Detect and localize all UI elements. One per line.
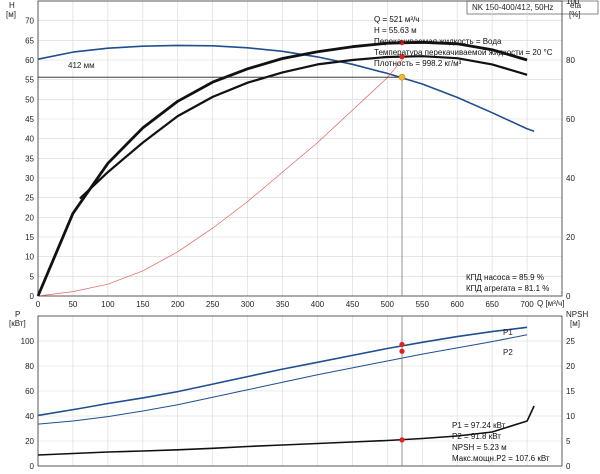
y-right-tick-label: 20 <box>566 233 575 242</box>
y-left-tick-label: 60 <box>25 387 34 396</box>
x-tick-label: 350 <box>276 300 290 309</box>
series-layer <box>36 40 535 456</box>
x-tick-label: 50 <box>68 300 77 309</box>
y-left-tick-label: 10 <box>25 253 34 262</box>
y-left-tick-label: 70 <box>25 17 34 26</box>
y-right-unit-top: [%] <box>569 10 581 19</box>
y-left-unit-top: [м] <box>6 10 16 19</box>
y-right-tick-label: 0 <box>566 292 571 301</box>
pump-efficiency-label: КПД насоса = 85.9 % <box>466 273 544 282</box>
y-left-tick-label: 65 <box>25 36 34 45</box>
marker-layer <box>38 39 406 466</box>
x-tick-label: 650 <box>485 300 499 309</box>
npsh-curve <box>37 405 535 456</box>
x-tick-label: 550 <box>416 300 430 309</box>
y-left-tick-label: 40 <box>25 135 34 144</box>
x-tick-label: 250 <box>206 300 220 309</box>
info-line-density: Плотность = 998.2 кг/м³ <box>374 59 462 68</box>
y-left-tick-label: 80 <box>25 362 34 371</box>
series-label-p2: P2 <box>503 348 513 357</box>
x-axis-label: Q [м³/ч] <box>537 299 564 308</box>
system-curve <box>37 59 403 297</box>
y-right-tick-label: 40 <box>566 174 575 183</box>
p2-power-curve <box>37 334 528 425</box>
pump-efficiency-marker <box>399 39 405 46</box>
bottom-panel-frame <box>37 315 563 467</box>
x-tick-label: 600 <box>451 300 465 309</box>
x-tick-label: 100 <box>101 300 115 309</box>
y-left-label-top: H <box>9 1 15 10</box>
info-line-p2: P2 = 91.8 кВт <box>452 432 501 441</box>
y-left-tick-label: 100 <box>21 337 35 346</box>
impeller-curve-label: 412 мм <box>68 61 95 70</box>
p1-power-curve <box>37 326 528 417</box>
x-tick-label: 450 <box>346 300 360 309</box>
y-left-tick-label: 60 <box>25 56 34 65</box>
axis-layer <box>37 0 563 467</box>
info-line-temperature: Температура перекачиваемой жидкости = 20… <box>374 48 553 57</box>
pump-efficiency-curve-outline <box>36 40 528 297</box>
x-tick-label: 300 <box>241 300 255 309</box>
y-right-tick-label: 5 <box>566 437 571 446</box>
y-left-unit-bottom: [кВт] <box>9 319 26 328</box>
y-right-tick-label: 15 <box>566 387 575 396</box>
y-left-tick-label: 55 <box>25 76 34 85</box>
efficiency-labels: КПД насоса = 85.9 % КПД агрегата = 81.1 … <box>466 273 549 293</box>
duty-point-marker <box>398 73 406 81</box>
grid-layer <box>37 1 562 467</box>
y-right-tick-label: 60 <box>566 115 575 124</box>
y-right-tick-label: 10 <box>566 412 575 421</box>
x-tick-label: 400 <box>311 300 325 309</box>
info-line-h: H = 55.63 м <box>374 26 417 35</box>
tick-layer: 0 50 100 150 200 250 300 350 400 450 500 550 600 650 7… <box>21 0 580 471</box>
y-right-tick-label: 20 <box>566 362 575 371</box>
unit-efficiency-marker <box>399 54 405 60</box>
y-right-label-top: eta <box>570 1 582 10</box>
x-tick-label: 200 <box>171 300 185 309</box>
y-left-tick-label: 45 <box>25 115 34 124</box>
y-left-tick-label: 35 <box>25 154 34 163</box>
x-tick-label: 700 <box>520 300 534 309</box>
top-info-box: Q = 521 м³/ч H = 55.63 м Перекачиваемая … <box>374 15 553 68</box>
y-left-tick-label: 0 <box>30 462 35 471</box>
series-label-p1: P1 <box>503 328 513 337</box>
y-left-tick-label: 5 <box>30 272 35 281</box>
info-line-npsh: NPSH = 5.23 м <box>452 443 507 452</box>
y-left-tick-label: 20 <box>25 213 34 222</box>
y-right-unit-bottom: [м] <box>570 319 580 328</box>
top-panel-frame <box>37 0 563 297</box>
p2-marker <box>399 348 405 354</box>
y-right-tick-label: 100 <box>566 0 580 6</box>
x-tick-label: 0 <box>36 300 41 309</box>
x-tick-label: 500 <box>381 300 395 309</box>
npsh-marker <box>399 437 405 443</box>
info-line-p1: P1 = 97.24 кВт <box>452 421 506 430</box>
y-right-label-bottom: NPSH <box>566 310 588 319</box>
y-right-tick-label: 80 <box>566 56 575 65</box>
y-left-tick-label: 25 <box>25 194 34 203</box>
y-right-tick-label: 25 <box>566 337 575 346</box>
y-left-tick-label: 20 <box>25 437 34 446</box>
y-left-tick-label: 50 <box>25 95 34 104</box>
x-tick-label: 150 <box>136 300 150 309</box>
p1-marker <box>399 341 405 348</box>
info-line-fluid: Перекачиваемая жидкость = Вода <box>374 37 502 46</box>
unit-efficiency-curve <box>79 55 528 200</box>
chart-title: NK 150-400/412, 50Hz <box>472 3 553 12</box>
info-line-max-power: Макс.мощн.P2 = 107.6 кВт <box>452 454 550 463</box>
unit-efficiency-label: КПД агрегата = 81.1 % <box>466 284 549 293</box>
y-left-tick-label: 15 <box>25 233 34 242</box>
y-left-tick-label: 0 <box>30 292 35 301</box>
bottom-info-box: P1 = 97.24 кВт P2 = 91.8 кВт NPSH = 5.23… <box>452 421 550 463</box>
y-left-label-bottom: P <box>15 310 20 319</box>
y-left-tick-label: 30 <box>25 174 34 183</box>
info-line-q: Q = 521 м³/ч <box>374 15 419 24</box>
y-left-tick-label: 40 <box>25 412 34 421</box>
y-right-tick-label: 0 <box>566 462 571 471</box>
